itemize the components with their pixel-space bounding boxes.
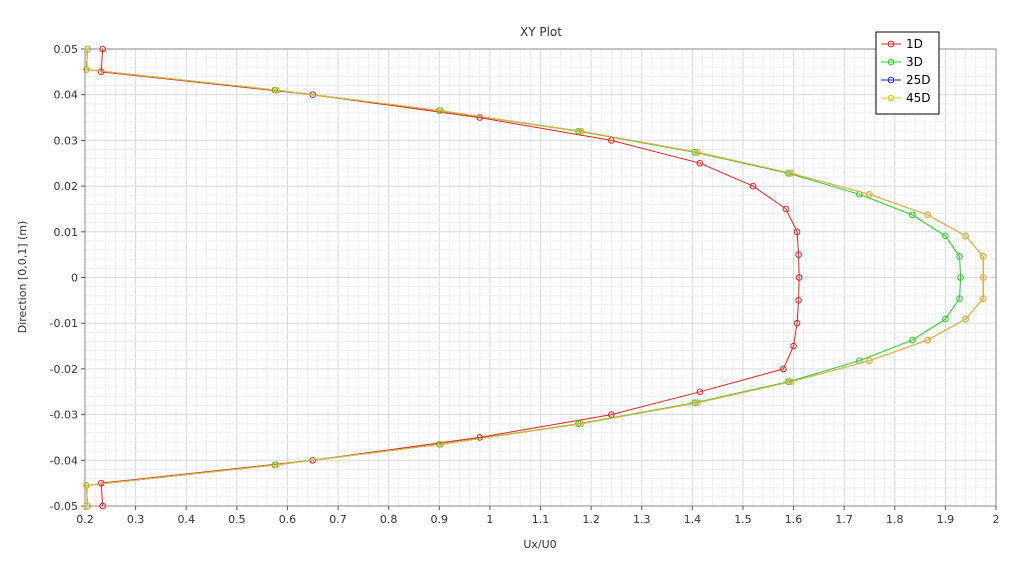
- series-45d: [83, 45, 987, 510]
- x-tick-label: 0.3: [127, 513, 145, 526]
- data-point-45d: [980, 274, 987, 281]
- data-point-45d: [437, 441, 445, 448]
- x-tick-label: 0.8: [380, 513, 398, 526]
- legend: 1D 3D 25D 45D: [875, 31, 940, 115]
- x-axis-label: Ux/U0: [523, 538, 556, 551]
- data-point-45d: [980, 253, 987, 260]
- y-tick-label: 0.02: [54, 180, 79, 193]
- data-point-3d: [956, 253, 963, 260]
- x-tick-label: 1.5: [734, 513, 752, 526]
- data-point-3d: [942, 315, 949, 323]
- data-point-1d: [696, 159, 704, 167]
- x-tick-label: 0.2: [76, 513, 94, 526]
- data-point-3d: [909, 336, 916, 344]
- y-tick-label: 0.03: [54, 134, 79, 147]
- y-tick-label: -0.04: [50, 454, 78, 467]
- legend-marker-1d: [887, 40, 895, 48]
- legend-label-45d: 45D: [906, 91, 931, 105]
- legend-marker-3d: [887, 58, 895, 66]
- data-point-45d: [84, 502, 91, 510]
- data-point-3d: [957, 274, 964, 281]
- data-point-3d: [942, 232, 949, 240]
- data-point-45d: [962, 315, 969, 323]
- y-tick-label: -0.01: [50, 317, 78, 330]
- data-point-45d: [694, 148, 701, 156]
- data-point-1d: [793, 319, 801, 327]
- data-point-3d: [909, 211, 916, 219]
- data-point-45d: [84, 45, 91, 53]
- grid: [84, 48, 997, 507]
- data-point-1d: [99, 502, 107, 510]
- series-line-1d: [100, 48, 800, 507]
- data-point-45d: [273, 86, 280, 94]
- data-point-1d: [795, 274, 803, 281]
- x-tick-label: 1.4: [684, 513, 702, 526]
- data-point-45d: [273, 461, 280, 469]
- data-point-45d: [437, 107, 445, 114]
- data-point-1d: [780, 365, 787, 373]
- y-axis-ticks: 0.05 0.04 0.03 0.02 0.01 0 -0.01 -0.02 -0.03 -0.0…: [50, 43, 85, 513]
- y-axis-label: Direction [0,0,1] (m): [16, 221, 29, 334]
- data-point-45d: [83, 482, 90, 489]
- x-tick-label: 1.7: [835, 513, 853, 526]
- series-line-45d: [85, 48, 984, 507]
- x-tick-label: 2: [993, 513, 1000, 526]
- x-tick-label: 1.8: [886, 513, 904, 526]
- y-tick-label: -0.02: [50, 363, 78, 376]
- data-point-45d: [962, 232, 969, 240]
- x-tick-label: 1.6: [785, 513, 803, 526]
- data-point-1d: [782, 205, 790, 213]
- y-tick-label: -0.05: [50, 500, 78, 513]
- x-tick-label: 1: [486, 513, 493, 526]
- x-tick-label: 1.9: [937, 513, 955, 526]
- data-point-1d: [793, 228, 801, 236]
- x-axis-ticks: 0.2 0.3 0.4 0.5 0.6 0.7 0.8 0.9 1 1.1 1.2 1.3 1.4 1.5…: [76, 506, 1000, 526]
- data-point-45d: [924, 211, 931, 219]
- legend-label-1d: 1D: [906, 37, 923, 51]
- data-point-45d: [83, 66, 90, 73]
- y-tick-label: 0: [71, 272, 78, 285]
- data-point-45d: [866, 357, 873, 364]
- x-tick-label: 1.2: [582, 513, 600, 526]
- data-point-45d: [787, 378, 795, 385]
- data-point-45d: [980, 295, 987, 302]
- data-point-45d: [787, 170, 795, 177]
- legend-box: [875, 31, 940, 115]
- data-point-3d: [956, 295, 963, 302]
- x-tick-label: 0.9: [431, 513, 449, 526]
- x-tick-label: 0.7: [329, 513, 347, 526]
- series-layer: [83, 45, 987, 510]
- y-tick-label: -0.03: [50, 409, 78, 422]
- x-tick-label: 1.1: [532, 513, 550, 526]
- data-point-45d: [577, 127, 585, 135]
- y-tick-label: 0.04: [54, 89, 79, 102]
- x-tick-label: 0.5: [228, 513, 246, 526]
- data-point-45d: [577, 420, 585, 428]
- data-point-45d: [924, 336, 931, 344]
- x-tick-label: 1.3: [633, 513, 651, 526]
- data-point-1d: [749, 182, 757, 190]
- data-point-1d: [795, 297, 802, 304]
- legend-marker-25d: [887, 76, 895, 84]
- y-tick-label: 0.05: [54, 43, 79, 56]
- y-tick-label: 0.01: [54, 226, 79, 239]
- data-point-45d: [866, 191, 873, 198]
- data-point-45d: [694, 399, 701, 407]
- legend-marker-45d: [887, 94, 895, 102]
- chart-title: XY Plot: [520, 25, 562, 39]
- x-tick-label: 0.6: [279, 513, 297, 526]
- data-point-1d: [795, 251, 802, 258]
- data-point-1d: [696, 388, 704, 396]
- data-point-1d: [99, 45, 107, 53]
- legend-label-3d: 3D: [906, 55, 923, 69]
- data-point-1d: [790, 342, 797, 350]
- x-tick-label: 0.4: [177, 513, 195, 526]
- legend-label-25d: 25D: [906, 73, 931, 87]
